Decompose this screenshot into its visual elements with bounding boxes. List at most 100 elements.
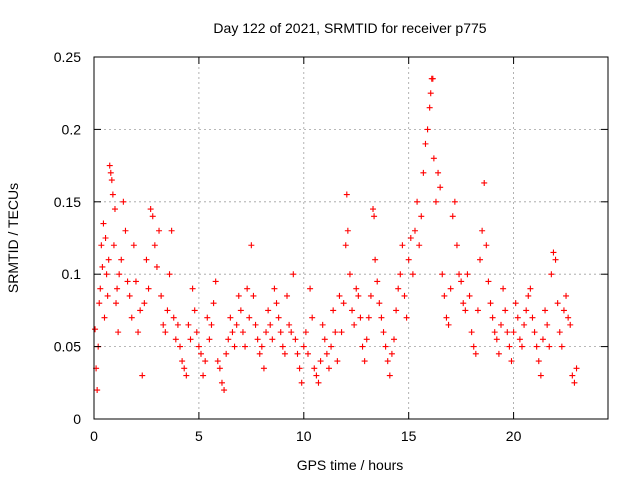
data-point: [563, 292, 570, 299]
x-tick-label: 0: [90, 428, 98, 444]
data-point: [244, 285, 251, 292]
data-point: [512, 300, 519, 307]
data-point: [466, 292, 473, 299]
data-point: [242, 343, 249, 350]
data-point: [212, 278, 219, 285]
data-point: [510, 329, 517, 336]
data-point: [376, 300, 383, 307]
data-point: [399, 242, 406, 249]
data-point: [174, 321, 181, 328]
data-point: [216, 365, 223, 372]
data-point: [137, 307, 144, 314]
data-point: [403, 314, 410, 321]
data-point: [539, 336, 546, 343]
data-point: [550, 249, 557, 256]
data-point: [263, 329, 270, 336]
data-point: [464, 271, 471, 278]
data-point: [177, 343, 184, 350]
data-point: [411, 227, 418, 234]
data-point: [508, 358, 515, 365]
data-point: [124, 278, 131, 285]
data-point: [407, 235, 414, 241]
data-point: [227, 314, 234, 321]
data-point: [506, 343, 513, 350]
data-point: [218, 379, 225, 386]
data-point: [441, 292, 448, 299]
data-point: [338, 329, 345, 336]
data-point: [113, 300, 120, 307]
data-point: [546, 343, 553, 350]
data-point: [109, 191, 116, 198]
data-point: [147, 206, 154, 213]
data-point: [391, 336, 398, 343]
data-point: [424, 126, 431, 133]
data-point: [122, 227, 129, 234]
data-point: [130, 242, 137, 249]
data-point: [98, 242, 105, 249]
data-point: [367, 292, 374, 299]
data-point: [435, 169, 442, 176]
x-tick-label: 20: [506, 428, 522, 444]
data-point: [103, 271, 110, 278]
data-point: [447, 285, 454, 292]
data-point: [208, 321, 215, 328]
data-point: [309, 314, 316, 321]
data-point: [521, 321, 528, 328]
data-point: [344, 227, 351, 234]
data-point: [221, 387, 228, 394]
y-tick-label: 0.2: [62, 121, 82, 137]
data-point: [460, 300, 467, 307]
data-point: [378, 314, 385, 321]
data-point: [432, 198, 439, 205]
data-point: [397, 271, 404, 278]
data-point: [495, 350, 502, 357]
data-point: [558, 343, 565, 350]
data-point: [114, 285, 121, 292]
data-point: [151, 242, 158, 249]
data-point: [302, 329, 309, 336]
data-point: [382, 343, 389, 350]
data-point: [514, 314, 521, 321]
data-point: [346, 271, 353, 278]
data-point: [544, 321, 551, 328]
data-point: [481, 179, 488, 186]
data-point: [269, 336, 276, 343]
y-tick-label: 0.15: [54, 194, 81, 210]
x-tick-label: 15: [401, 428, 417, 444]
data-point: [296, 365, 303, 372]
data-point: [260, 365, 267, 372]
data-point: [468, 329, 475, 336]
x-tick-label: 10: [296, 428, 312, 444]
data-point: [458, 278, 465, 285]
data-point: [267, 321, 274, 328]
data-point: [139, 372, 146, 379]
x-axis-label: GPS time / hours: [297, 457, 404, 473]
data-point: [164, 307, 171, 314]
data-point: [409, 271, 416, 278]
data-point: [187, 336, 194, 343]
data-point: [193, 329, 200, 336]
data-point: [516, 336, 523, 343]
data-point: [418, 213, 425, 220]
data-point: [363, 336, 370, 343]
data-point: [349, 307, 356, 314]
data-point: [479, 227, 486, 234]
data-point: [430, 155, 437, 162]
data-point: [153, 263, 160, 270]
data-point: [233, 321, 240, 328]
data-point: [189, 285, 196, 292]
y-tick-label: 0.05: [54, 339, 81, 355]
data-point: [565, 314, 572, 321]
data-point: [108, 177, 115, 184]
data-point: [252, 321, 259, 328]
data-point: [181, 365, 188, 372]
data-point: [237, 307, 244, 314]
data-point: [470, 343, 477, 350]
data-point: [523, 307, 530, 314]
data-point: [273, 300, 280, 307]
data-point: [223, 350, 230, 357]
data-point: [298, 379, 305, 386]
data-point: [456, 271, 463, 278]
data-point: [388, 350, 395, 357]
data-point: [179, 358, 186, 365]
